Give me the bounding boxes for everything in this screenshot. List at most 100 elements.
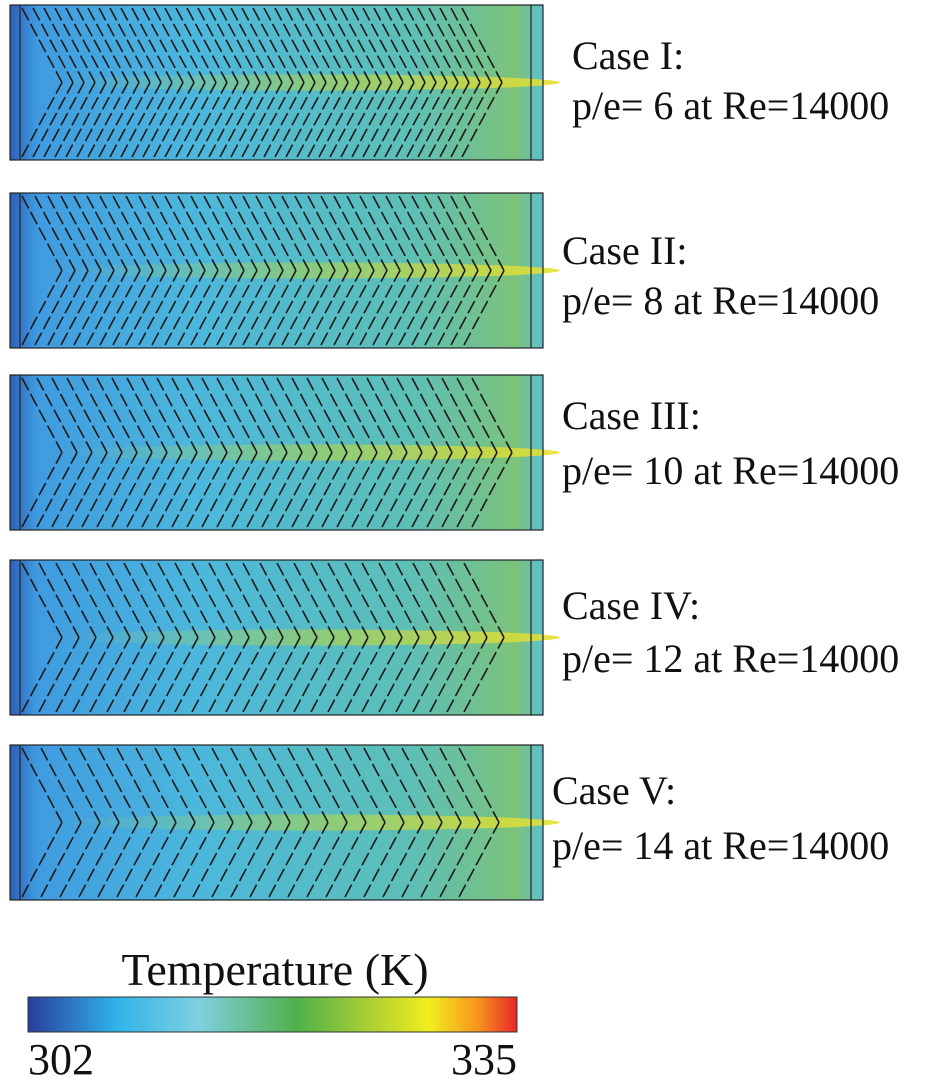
rib [191,562,233,638]
rib [216,377,258,453]
rib [307,82,349,158]
rib [126,452,168,528]
rib [186,7,228,83]
rib [252,82,294,158]
rib [81,377,123,453]
rib [344,822,386,898]
rib [32,82,74,158]
rib [351,377,393,453]
rib [106,562,148,638]
contour-panel [9,374,560,531]
rib [411,270,453,346]
rib [420,822,462,898]
rib [211,822,253,898]
rib [412,637,454,713]
rib [463,562,505,638]
rib [59,747,101,823]
rib [242,562,284,638]
rib [268,195,310,271]
rib [351,452,393,528]
rib [21,562,63,638]
rib [406,82,448,158]
rib [463,637,505,713]
rib [306,822,348,898]
rib [111,377,153,453]
rib [362,82,404,158]
rib [344,562,386,638]
panel-hotspot [60,444,560,461]
rib [242,270,284,346]
rib [87,82,129,158]
rib [395,82,437,158]
rib [164,7,206,83]
rib [411,195,453,271]
rib [164,195,206,271]
rib [112,270,154,346]
rib [135,747,177,823]
rib [87,7,129,83]
rib [142,82,184,158]
rib [65,7,107,83]
rib [60,195,102,271]
rib [246,377,288,453]
rib [329,7,371,83]
rib [346,195,388,271]
rib [154,822,196,898]
rib [21,195,63,271]
rib [230,82,272,158]
rib [123,562,165,638]
rib [306,452,348,528]
contour-panel [9,559,560,716]
panel-hotspot [60,814,560,831]
rib [351,82,393,158]
rib [346,270,388,346]
rib [153,82,195,158]
rib [54,82,96,158]
rib [106,637,148,713]
rib [21,637,63,713]
rib [76,82,118,158]
rib [385,270,427,346]
rib [366,377,408,453]
rib [21,377,63,453]
rib [281,195,323,271]
rib [231,377,273,453]
rib [157,562,199,638]
rib [456,377,498,453]
rib [382,747,424,823]
rib [401,747,443,823]
rib [131,82,173,158]
rib [211,747,253,823]
rib [138,195,180,271]
rib [395,7,437,83]
rib [174,637,216,713]
rib [307,270,349,346]
rib [344,747,386,823]
case-title: Case III: [562,393,701,438]
rib [40,822,82,898]
rib [116,822,158,898]
rib [276,637,318,713]
rib [395,637,437,713]
rib [230,822,272,898]
rib [51,452,93,528]
rib [89,562,131,638]
rib [461,7,503,83]
rib [126,377,168,453]
rib [153,7,195,83]
rib [98,82,140,158]
rib [190,195,232,271]
rib [417,7,459,83]
rib [384,7,426,83]
rib [140,562,182,638]
rib [276,377,318,453]
rib [359,195,401,271]
rib [325,747,367,823]
rib [186,452,228,528]
rib [21,7,63,83]
rib [151,270,193,346]
rib [229,195,271,271]
rib [384,82,426,158]
